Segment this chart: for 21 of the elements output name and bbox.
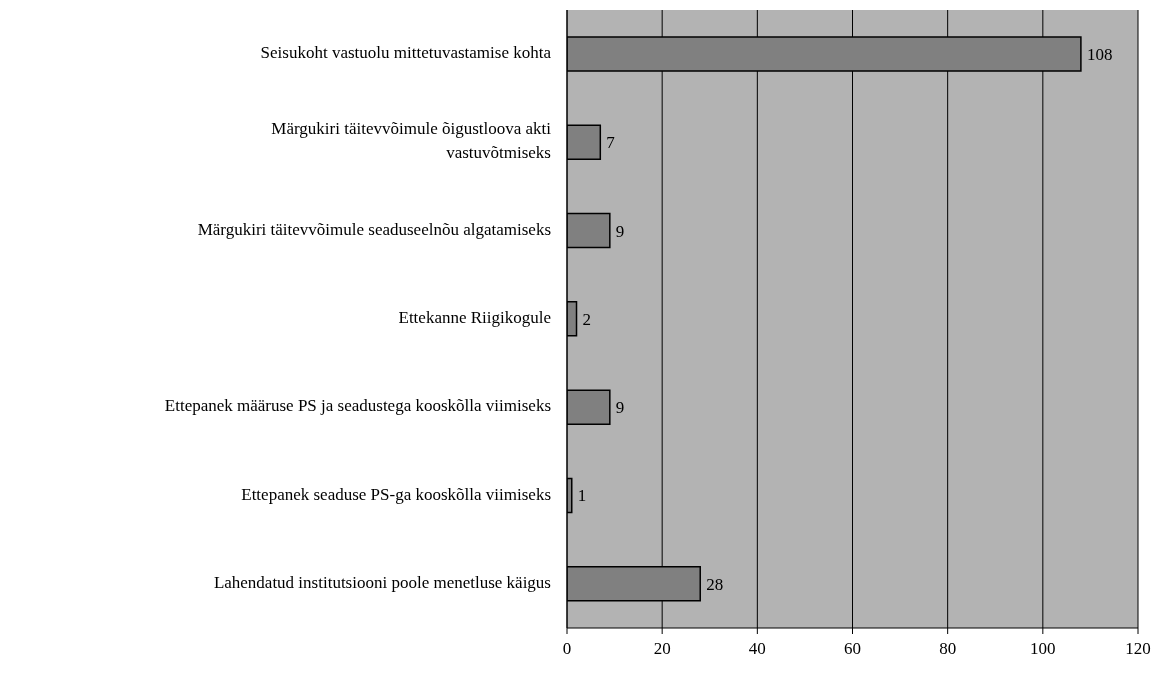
data-label: 9 — [615, 398, 625, 418]
data-label: 1 — [577, 486, 587, 506]
data-label: 28 — [706, 574, 724, 594]
y-tick-label: Märgukiri täitevvõimule õigustloova akti vastuvõtmiseks — [271, 119, 552, 163]
y-tick-label: Ettekanne Riigikogule — [398, 307, 551, 327]
x-tick-label: 40 — [748, 639, 766, 659]
data-label: 2 — [582, 309, 592, 329]
x-tick-label: 80 — [939, 639, 957, 659]
y-tick-label: Seisukoht vastuolu mittetuvastamise kohta — [260, 43, 552, 63]
x-tick-label: 60 — [844, 639, 861, 659]
data-label: 108 — [1086, 45, 1113, 65]
y-tick-label: Lahendatud institutsiooni poole menetluse käigus — [213, 572, 551, 592]
y-tick-label: Ettepanek määruse PS ja seadustega kooskõlla viimiseks — [164, 396, 551, 416]
y-tick-label: Märgukiri täitevvõimule seaduseelnõu algatamiseks — [197, 219, 551, 239]
x-tick-label: 100 — [1030, 639, 1056, 659]
y-tick-label: Ettepanek seaduse PS-ga kooskõlla viimiseks — [241, 484, 551, 504]
data-label: 7 — [606, 133, 616, 153]
x-tick-label: 120 — [1125, 639, 1151, 659]
x-tick-label: 20 — [653, 639, 671, 659]
data-label: 9 — [615, 221, 625, 241]
x-tick-label: 0 — [562, 639, 572, 659]
